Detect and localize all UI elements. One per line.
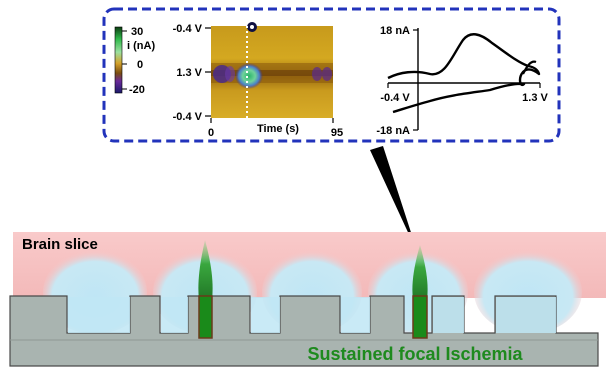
- brain-slice-label: Brain slice: [22, 236, 98, 253]
- colorbar: 30 i (nA) 0 -20: [114, 26, 155, 96]
- cv-x-left-label: -0.4 V: [380, 92, 410, 104]
- plot-x-end-label: 95: [331, 127, 343, 139]
- color-plot-hotspot: [235, 63, 263, 89]
- ischemia-label: Sustained focal Ischemia: [307, 344, 523, 364]
- cv-x-right-label: 1.3 V: [522, 92, 548, 104]
- colorbar-tick-30: 30: [131, 26, 143, 38]
- color-plot: -0.4 V 1.3 V -0.4 V 0 95 Time (s): [173, 22, 343, 139]
- plot-y-bottom-label: -0.4 V: [173, 111, 203, 123]
- cv-plot: 18 nA -18 nA -0.4 V 1.3 V: [376, 25, 548, 137]
- electrode-right: [412, 245, 428, 339]
- plot-y-mid-label: 1.3 V: [176, 67, 202, 79]
- cv-y-top-label: 18 nA: [380, 25, 410, 37]
- inset-panel: 30 i (nA) 0 -20: [102, 7, 561, 143]
- inset-border: [102, 7, 561, 143]
- electrode-left: [198, 240, 213, 339]
- colorbar-unit-label: i (nA): [127, 40, 155, 52]
- plot-x-axis-label: Time (s): [257, 123, 299, 135]
- colorbar-tick-neg20: -20: [129, 84, 145, 96]
- colorbar-gradient: [114, 26, 123, 94]
- plot-y-top-label: -0.4 V: [173, 23, 203, 35]
- cv-y-bottom-label: -18 nA: [376, 125, 410, 137]
- substrate: [9, 295, 599, 367]
- plot-x-start-label: 0: [208, 127, 214, 139]
- colorbar-tick-0: 0: [137, 59, 143, 71]
- callout-pointer: [370, 146, 418, 254]
- cv-trace: [387, 33, 541, 114]
